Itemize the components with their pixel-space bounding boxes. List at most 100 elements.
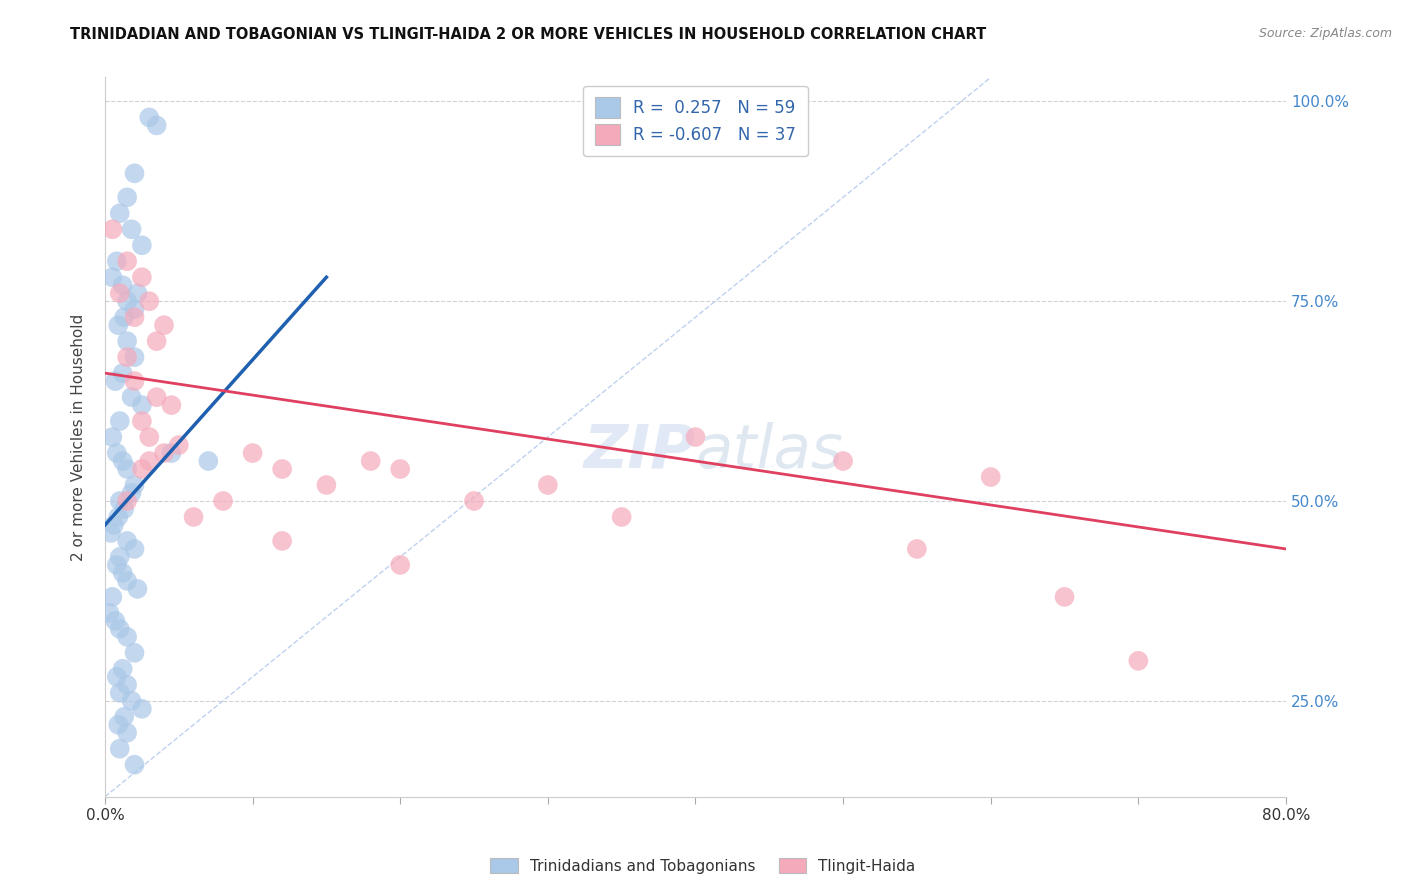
Point xyxy=(610,510,633,524)
Point xyxy=(105,670,128,684)
Point xyxy=(105,446,128,460)
Point xyxy=(160,446,183,460)
Point xyxy=(101,590,124,604)
Point xyxy=(131,238,153,252)
Point xyxy=(108,622,131,636)
Text: Source: ZipAtlas.com: Source: ZipAtlas.com xyxy=(1258,27,1392,40)
Point xyxy=(115,190,138,204)
Point xyxy=(138,430,160,444)
Point xyxy=(160,398,183,412)
Point xyxy=(131,462,153,476)
Point xyxy=(121,390,143,404)
Point xyxy=(463,494,485,508)
Point xyxy=(905,541,928,556)
Point xyxy=(145,334,167,348)
Point xyxy=(112,310,135,325)
Point xyxy=(108,206,131,220)
Point xyxy=(138,294,160,309)
Point xyxy=(1128,654,1150,668)
Point xyxy=(101,430,124,444)
Point xyxy=(111,454,134,468)
Point xyxy=(108,549,131,564)
Point xyxy=(315,478,337,492)
Point xyxy=(108,286,131,301)
Point xyxy=(124,646,146,660)
Point xyxy=(360,454,382,468)
Point xyxy=(131,414,153,428)
Point xyxy=(100,525,122,540)
Point xyxy=(124,166,146,180)
Point xyxy=(212,494,235,508)
Point xyxy=(111,662,134,676)
Point xyxy=(242,446,264,460)
Point xyxy=(124,302,146,317)
Y-axis label: 2 or more Vehicles in Household: 2 or more Vehicles in Household xyxy=(72,313,86,561)
Point xyxy=(127,286,149,301)
Point xyxy=(115,533,138,548)
Point xyxy=(115,630,138,644)
Point xyxy=(980,470,1002,484)
Point xyxy=(108,686,131,700)
Point xyxy=(105,254,128,268)
Text: atlas: atlas xyxy=(696,422,844,481)
Point xyxy=(131,702,153,716)
Point xyxy=(183,510,205,524)
Point xyxy=(107,510,129,524)
Text: ZIP: ZIP xyxy=(583,422,696,481)
Point xyxy=(138,454,160,468)
Point xyxy=(121,222,143,236)
Point xyxy=(108,414,131,428)
Point xyxy=(145,390,167,404)
Point xyxy=(127,582,149,596)
Point xyxy=(103,518,125,533)
Point xyxy=(389,462,412,476)
Point xyxy=(124,757,146,772)
Point xyxy=(131,398,153,412)
Point xyxy=(115,725,138,739)
Point xyxy=(167,438,190,452)
Point xyxy=(101,222,124,236)
Point xyxy=(115,254,138,268)
Point xyxy=(124,350,146,364)
Point xyxy=(685,430,707,444)
Point xyxy=(271,533,294,548)
Point xyxy=(112,710,135,724)
Point xyxy=(115,294,138,309)
Point xyxy=(115,678,138,692)
Point xyxy=(389,558,412,572)
Point xyxy=(108,741,131,756)
Point xyxy=(104,374,127,388)
Point xyxy=(111,566,134,580)
Text: TRINIDADIAN AND TOBAGONIAN VS TLINGIT-HAIDA 2 OR MORE VEHICLES IN HOUSEHOLD CORR: TRINIDADIAN AND TOBAGONIAN VS TLINGIT-HA… xyxy=(70,27,987,42)
Point xyxy=(1053,590,1076,604)
Point xyxy=(124,310,146,325)
Point xyxy=(153,318,176,333)
Point xyxy=(98,606,121,620)
Point xyxy=(131,270,153,285)
Legend: R =  0.257   N = 59, R = -0.607   N = 37: R = 0.257 N = 59, R = -0.607 N = 37 xyxy=(583,86,807,156)
Point xyxy=(108,494,131,508)
Point xyxy=(115,494,138,508)
Point xyxy=(537,478,560,492)
Point xyxy=(153,446,176,460)
Point xyxy=(115,462,138,476)
Point xyxy=(105,558,128,572)
Point xyxy=(832,454,855,468)
Point xyxy=(124,374,146,388)
Point xyxy=(121,694,143,708)
Point xyxy=(197,454,219,468)
Point xyxy=(107,718,129,732)
Point xyxy=(115,350,138,364)
Legend: Trinidadians and Tobagonians, Tlingit-Haida: Trinidadians and Tobagonians, Tlingit-Ha… xyxy=(484,852,922,880)
Point xyxy=(145,119,167,133)
Point xyxy=(121,486,143,500)
Point xyxy=(104,614,127,628)
Point xyxy=(124,478,146,492)
Point xyxy=(111,366,134,380)
Point xyxy=(101,270,124,285)
Point xyxy=(111,278,134,293)
Point xyxy=(115,574,138,588)
Point xyxy=(107,318,129,333)
Point xyxy=(271,462,294,476)
Point xyxy=(124,541,146,556)
